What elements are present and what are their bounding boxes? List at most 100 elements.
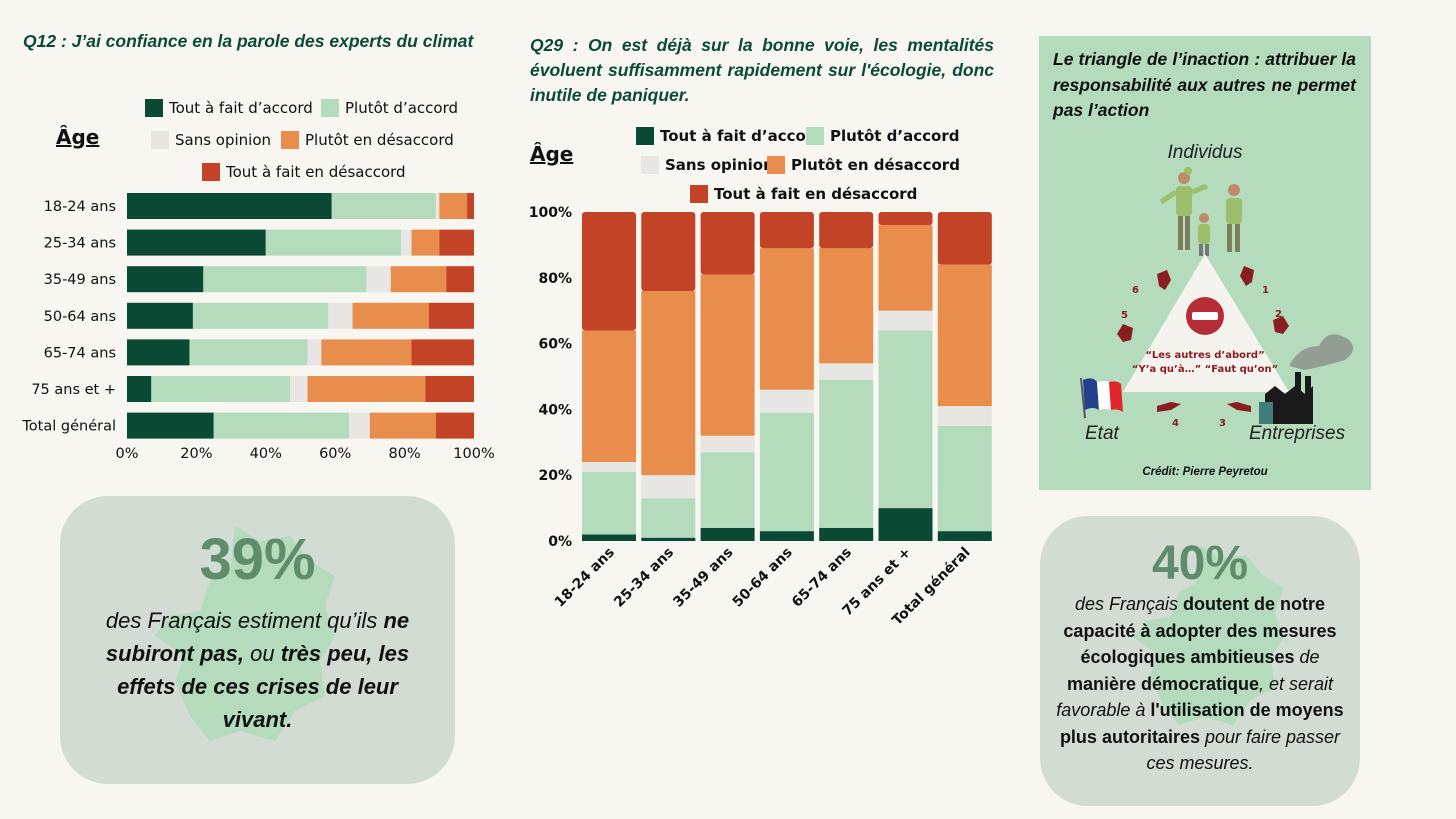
legend-swatch (151, 131, 169, 149)
legend-label: Plutôt en désaccord (305, 131, 454, 149)
q12-tick-label: 80% (388, 446, 420, 462)
q29-bar-segment (582, 471, 636, 535)
q29-bar-segment (937, 531, 992, 541)
q12-bar-segment (435, 193, 440, 219)
stat2-text-2: de (1294, 647, 1320, 667)
q29-bar-segment (700, 452, 755, 528)
q29-tick-label: 20% (538, 468, 572, 484)
q29-bar-segment (582, 462, 636, 472)
stat1-text-2: ou (244, 641, 281, 666)
triangle-number-4: 4 (1172, 418, 1179, 429)
q12-bar-segment (127, 376, 152, 402)
triangle-label-entreprises: Entreprises (1249, 423, 1346, 444)
q12-legend-item-3: Sans opinion (151, 131, 271, 149)
france-map-icon (155, 526, 335, 741)
legend-swatch (321, 99, 339, 117)
q29-bar-segment (878, 310, 933, 331)
q12-bar-segment (127, 302, 193, 329)
legend-label: Tout à fait en désaccord (226, 163, 406, 181)
legend-swatch (806, 127, 824, 145)
q29-bar-segment (759, 412, 814, 532)
legend-label: Plutôt d’accord (345, 99, 459, 117)
triangle-label-individus: Individus (1167, 142, 1243, 163)
q29-tick-label: 0% (548, 534, 572, 550)
q29-bar-segment (700, 527, 755, 541)
q12-legend-item-1: Tout à fait d’accord (145, 99, 313, 117)
legend-swatch (690, 185, 708, 203)
q29-bar-segment (700, 435, 755, 453)
q29-bar-segment (641, 537, 696, 541)
q12-tick-label: 0% (115, 446, 138, 462)
q29-bar-segment (759, 389, 814, 413)
q29-bar-segment (937, 406, 992, 426)
pointing-hand-icons (1117, 266, 1289, 412)
q12-bar-segment (439, 229, 474, 256)
q12-legend-item-2: Plutôt d’accord (321, 99, 458, 117)
triangle-number-3: 3 (1219, 418, 1226, 429)
q29-bar-segment (641, 498, 696, 538)
q12-title: Q12 : J’ai confiance en la parole des ex… (23, 31, 474, 51)
q12-bar-segment (435, 412, 474, 439)
legend-label: Plutôt en désaccord (791, 156, 960, 174)
q29-tick-label: 40% (538, 402, 572, 418)
stat-value-39: 39% (199, 527, 316, 592)
q12-bar-segment (307, 376, 426, 402)
q12-tick-label: 40% (250, 446, 282, 462)
q12-bar-segment (321, 339, 412, 366)
q12-bar-segment (428, 302, 474, 329)
triangle-quote-2: “Y’a qu’à…” “Faut qu’on” (1132, 363, 1279, 375)
q12-bar-segment (127, 339, 190, 366)
legend-swatch (767, 156, 785, 174)
q12-bar-segment (439, 193, 468, 219)
q29-category-label: 18-24 ans (552, 545, 618, 611)
q12-legend-item-5: Tout à fait en désaccord (202, 163, 406, 181)
legend-swatch (641, 156, 659, 174)
triangle-credit: Crédit: Pierre Peyretou (1142, 466, 1268, 478)
stat-text-39: des Français estiment qu’ils ne subiront… (85, 604, 430, 736)
q29-bar-segment (759, 531, 814, 541)
q29-bar-segment (641, 212, 696, 291)
q12-bar-segment (411, 339, 474, 366)
q12-bar-segment (390, 266, 447, 293)
q12-category-label: 50-64 ans (44, 309, 116, 325)
q29-bar-segment (641, 290, 696, 476)
q29-bar-segment (878, 212, 933, 226)
q12-bar-segment (151, 376, 291, 402)
q12-bar-segment (192, 302, 329, 329)
q12-bar-segment (425, 376, 474, 402)
q12-tick-label: 60% (319, 446, 351, 462)
q12-category-label: 75 ans et + (31, 382, 116, 398)
factory-icon (1259, 334, 1354, 424)
stat2-text-1: des Français (1074, 594, 1184, 614)
triangle-label-etat: Etat (1085, 423, 1119, 444)
inaction-triangle-panel: Le triangle de l’inaction : attribuer la… (1039, 36, 1371, 490)
q29-bar-segment (937, 425, 992, 532)
q29-bar-segment (819, 379, 874, 528)
q12-chart: 18-24 ans 25-34 ans 35-49 ans 50-64 ans 65-7… (21, 193, 495, 462)
q12-bar-segment (369, 412, 436, 439)
q29-category-label: 35-49 ans (670, 545, 736, 611)
stat-text-40: des Français doutent de notre capacité à… (1054, 591, 1346, 777)
q29-legend-item-2: Plutôt d’accord (806, 127, 959, 145)
q12-bar-segment (328, 302, 353, 329)
stat-box-40: 40% des Français doutent de notre capaci… (1040, 516, 1360, 806)
q12-bar-segment (446, 266, 474, 293)
q29-bar-segment (819, 248, 874, 364)
q29-bar-segment (878, 225, 933, 311)
q12-category-label: 65-74 ans (44, 345, 116, 361)
q29-bar-segment (878, 330, 933, 509)
q29-bar-segment (819, 363, 874, 380)
legend-label: Sans opinion (665, 156, 774, 174)
q12-category-label: 25-34 ans (44, 236, 116, 252)
q12-bar-segment (349, 412, 370, 439)
q29-bar-segment (582, 534, 636, 541)
stat-box-39: 39% des Français estiment qu’ils ne subi… (60, 496, 455, 784)
triangle-illustration: 1 2 3 4 5 6 “Les autres d’abord” “Y’a qu… (1080, 167, 1354, 429)
q29-legend-item-5: Tout à fait en désaccord (690, 185, 917, 203)
q29-age-label: Âge (530, 142, 574, 166)
legend-label: Tout à fait d’accord (169, 99, 313, 117)
stat1-bold-2: très peu, les effets de ces crises de le… (117, 641, 410, 732)
q29-legend-item-3: Sans opinion (641, 156, 774, 174)
q29-bar-segment (759, 248, 814, 390)
q12-bar-segment (411, 229, 440, 256)
